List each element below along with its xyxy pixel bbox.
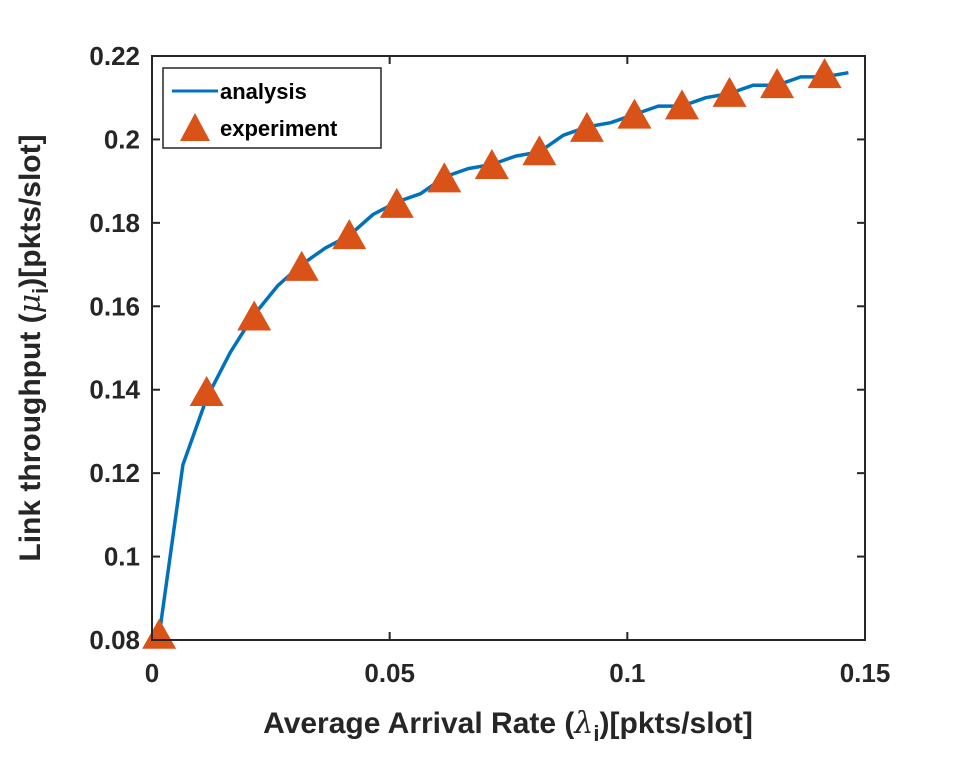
experiment-point bbox=[142, 618, 177, 649]
x-tick-label: 0.15 bbox=[840, 658, 891, 688]
x-tick-label: 0.05 bbox=[364, 658, 415, 688]
experiment-point bbox=[284, 250, 319, 281]
y-tick-label: 0.1 bbox=[104, 542, 140, 572]
y-tick-label: 0.22 bbox=[89, 41, 140, 71]
plot-frame bbox=[151, 55, 866, 641]
y-tick-label: 0.08 bbox=[89, 625, 140, 655]
x-axis-label: Average Arrival Rate (λi)[pkts/slot] bbox=[263, 706, 753, 746]
axis-ticks: 0 0.05 0.1 0.15 0.08 0.1 0.12 0.14 0.16 0.18 0.2 0.… bbox=[89, 41, 890, 688]
legend-analysis-label: analysis bbox=[220, 79, 307, 104]
experiment-point bbox=[569, 111, 604, 142]
series-layer bbox=[142, 58, 849, 649]
x-tick-label: 0 bbox=[145, 658, 159, 688]
experiment-point bbox=[807, 58, 842, 89]
experiment-point bbox=[664, 89, 699, 120]
experiment-point bbox=[189, 375, 224, 406]
experiment-point bbox=[522, 135, 557, 166]
legend-experiment-swatch bbox=[180, 113, 210, 141]
experiment-point bbox=[474, 149, 509, 180]
plot-background bbox=[152, 56, 865, 640]
experiment-point bbox=[617, 98, 652, 129]
experiment-point bbox=[760, 68, 795, 99]
experiment-point bbox=[332, 219, 367, 250]
x-tick-label: 0.1 bbox=[609, 658, 645, 688]
experiment-point bbox=[237, 300, 272, 331]
experiment-point bbox=[379, 187, 414, 218]
y-tick-label: 0.2 bbox=[104, 124, 140, 154]
y-axis-label: Link throughput (μi)[pkts/slot] bbox=[13, 134, 53, 561]
y-tick-label: 0.18 bbox=[89, 208, 140, 238]
y-tick-label: 0.12 bbox=[89, 458, 140, 488]
legend-experiment-label: experiment bbox=[220, 116, 338, 141]
experiment-point bbox=[427, 162, 462, 193]
y-tick-label: 0.14 bbox=[89, 375, 140, 405]
y-tick-label: 0.16 bbox=[89, 291, 140, 321]
experiment-point bbox=[712, 76, 747, 107]
legend: analysis experiment bbox=[162, 67, 382, 149]
